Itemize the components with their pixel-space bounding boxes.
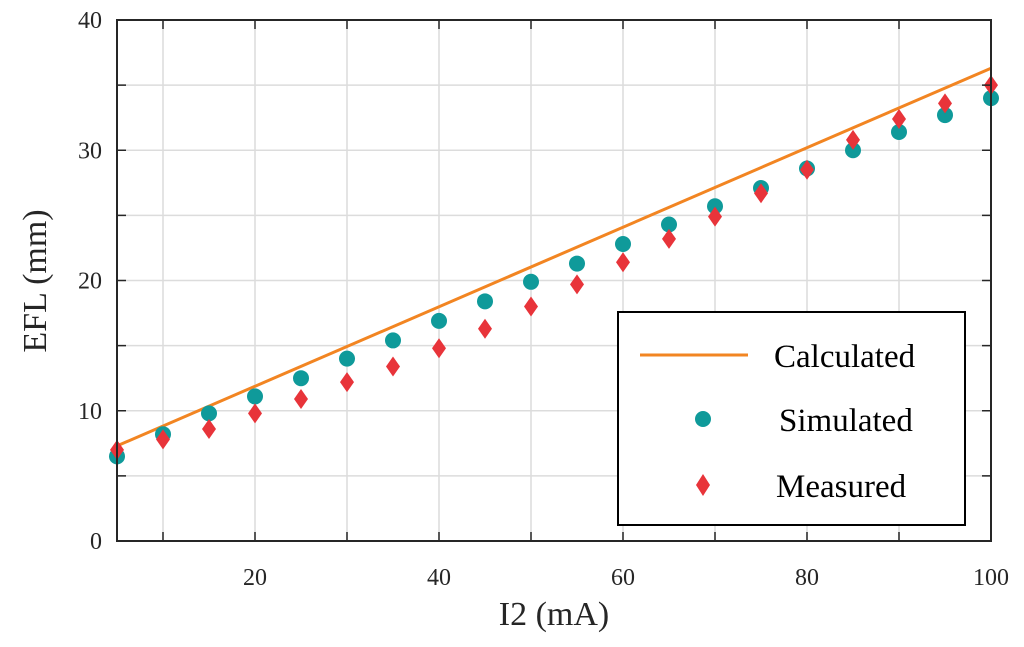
measured-point <box>892 108 906 129</box>
y-tick-label: 40 <box>78 8 102 34</box>
axis-ticks <box>117 19 992 542</box>
measured-point <box>294 389 308 410</box>
legend-simulated-label: Simulated <box>779 403 913 439</box>
measured-point <box>846 129 860 150</box>
measured-point <box>202 418 216 439</box>
y-tick-label: 30 <box>78 138 102 164</box>
y-axis-label: EFL (mm) <box>17 209 54 352</box>
measured-point <box>156 429 170 450</box>
legend-measured-swatch <box>696 474 710 496</box>
measured-point <box>662 228 676 249</box>
measured-point <box>708 206 722 227</box>
x-tick-label: 20 <box>243 565 267 591</box>
measured-point <box>248 403 262 424</box>
y-tick-label: 0 <box>90 529 102 555</box>
tick-labels: 20 40 60 80 100 0 10 20 30 40 <box>78 8 1009 591</box>
simulated-point <box>661 216 677 233</box>
simulated-point <box>477 293 493 310</box>
legend-measured-label: Measured <box>776 469 907 505</box>
measured-point <box>432 338 446 359</box>
x-tick-label: 80 <box>795 565 819 591</box>
y-tick-label: 10 <box>78 399 102 425</box>
legend-simulated-swatch <box>695 411 711 427</box>
simulated-point <box>431 312 447 329</box>
y-tick-label: 20 <box>78 269 102 295</box>
x-tick-label: 100 <box>973 565 1009 591</box>
simulated-point <box>339 350 355 367</box>
x-axis-label: I2 (mA) <box>499 596 609 633</box>
simulated-point <box>201 405 217 422</box>
legend-box <box>617 311 966 526</box>
measured-point <box>524 296 538 317</box>
measured-point <box>754 183 768 204</box>
simulated-point <box>707 198 723 215</box>
x-tick-label: 60 <box>611 565 635 591</box>
legend-calculated-label: Calculated <box>774 339 916 375</box>
measured-point <box>478 318 492 339</box>
measured-point <box>386 356 400 377</box>
measured-point <box>570 274 584 295</box>
simulated-point <box>523 273 539 290</box>
simulated-point <box>293 370 309 387</box>
x-tick-label: 40 <box>427 565 451 591</box>
series-calculated-line <box>116 66 992 448</box>
measured-point <box>800 159 814 180</box>
series-layer <box>109 66 999 465</box>
measured-point <box>616 252 630 273</box>
simulated-point <box>385 332 401 349</box>
simulated-point <box>845 142 861 159</box>
simulated-point <box>891 124 907 141</box>
simulated-point <box>615 236 631 253</box>
simulated-point <box>937 107 953 124</box>
measured-point <box>938 93 952 114</box>
simulated-point <box>569 255 585 272</box>
measured-point <box>340 372 354 393</box>
legend: Calculated Simulated Measured <box>617 311 966 526</box>
simulated-point <box>247 388 263 405</box>
